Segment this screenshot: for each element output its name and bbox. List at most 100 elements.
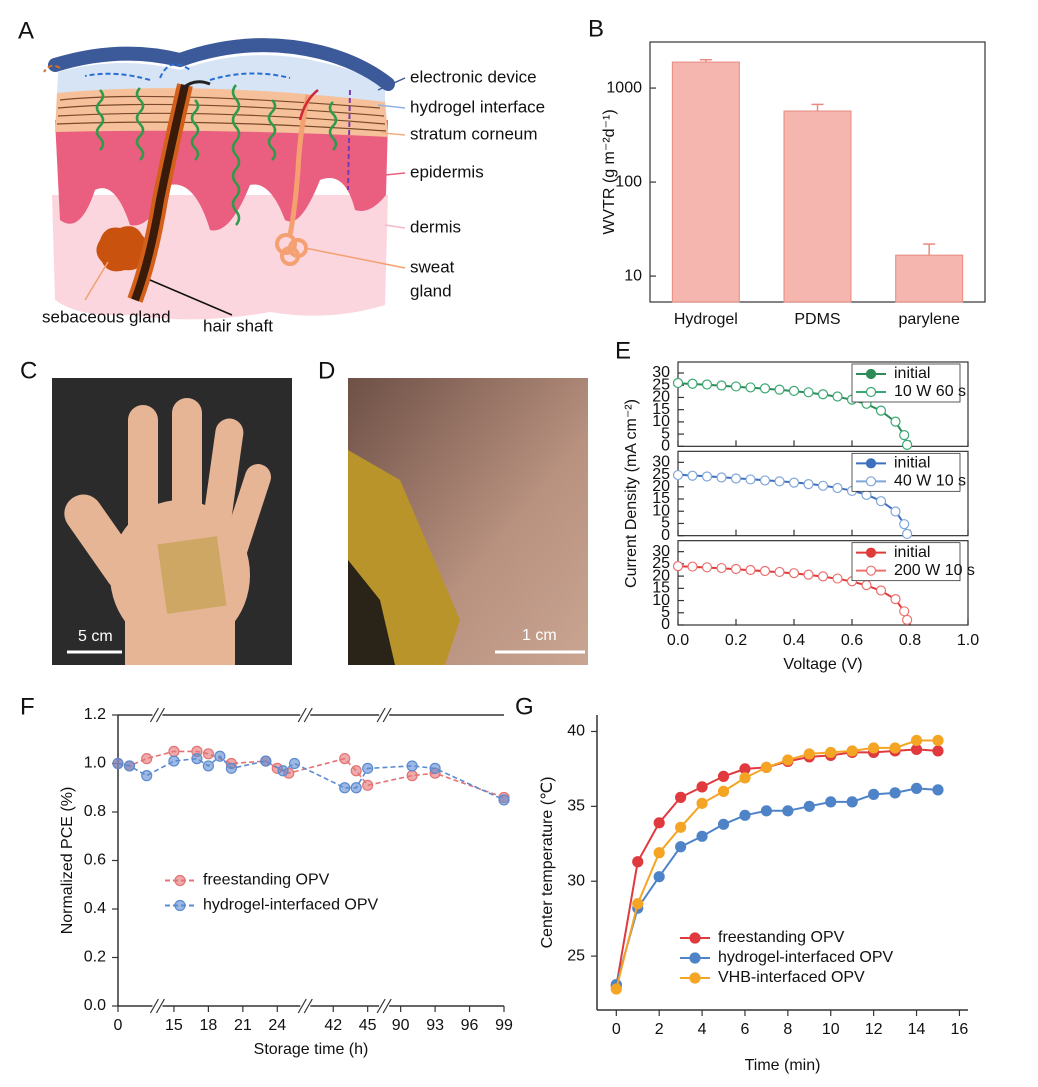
data-point	[901, 614, 913, 625]
y-tick-label: 0.6	[84, 852, 106, 869]
data-point	[846, 745, 858, 757]
diagram-label: hair shaft	[203, 316, 273, 335]
data-point	[868, 788, 880, 800]
x-tick-label: 0.2	[725, 632, 747, 649]
data-point	[875, 585, 887, 596]
data-point	[803, 478, 814, 490]
data-point	[760, 761, 773, 774]
data-point	[701, 471, 713, 482]
y-tick-label: 0.0	[84, 997, 106, 1014]
data-point	[899, 429, 910, 441]
data-point	[168, 755, 180, 767]
data-point	[701, 379, 713, 390]
diagram-label: sebaceous gland	[42, 307, 171, 326]
data-point	[362, 779, 374, 791]
x-tick-label: 2	[655, 1021, 664, 1038]
data-point	[861, 580, 872, 591]
data-point	[868, 742, 880, 754]
data-point	[350, 782, 362, 794]
data-point	[362, 762, 374, 774]
data-point	[817, 480, 829, 491]
axis-break	[303, 707, 313, 723]
diagram-label: epidermis	[410, 162, 484, 181]
data-point	[932, 745, 944, 757]
data-point	[687, 378, 698, 389]
axis-break	[303, 998, 313, 1014]
legend-label: initial	[894, 455, 930, 472]
bar	[783, 110, 852, 303]
x-tick-label: 0.0	[667, 632, 689, 649]
legend-marker	[689, 952, 701, 964]
data-point	[406, 760, 418, 772]
y-tick-label: 100	[615, 173, 642, 190]
legend-label: hydrogel-interfaced OPV	[718, 949, 894, 966]
data-point	[277, 765, 289, 777]
x-tick-label: 99	[495, 1017, 513, 1034]
data-point	[225, 762, 237, 774]
data-point	[788, 568, 800, 579]
data-point	[774, 384, 785, 395]
data-point	[788, 385, 800, 396]
axis-break	[297, 998, 307, 1014]
data-point	[782, 805, 794, 817]
data-point	[141, 770, 153, 782]
series-line	[615, 739, 938, 990]
data-point	[730, 563, 742, 575]
y-tick-label: 0	[661, 616, 670, 633]
y-axis-label: WVTR (g m⁻²d⁻¹)	[601, 109, 618, 234]
legend-label: 10 W 60 s	[894, 383, 966, 400]
y-tick-label: 0.4	[84, 900, 106, 917]
x-tick-label: 15	[165, 1017, 183, 1034]
data-point	[112, 757, 124, 770]
data-point	[730, 381, 742, 392]
x-tick-label: 16	[951, 1021, 969, 1038]
y-tick-label: 5	[661, 604, 670, 621]
legend-label: initial	[894, 544, 930, 561]
data-point	[825, 746, 837, 759]
legend-marker	[865, 547, 877, 558]
legend-label: hydrogel-interfaced OPV	[203, 897, 379, 914]
legend-label: VHB-interfaced OPV	[718, 969, 865, 986]
data-point	[899, 606, 910, 617]
x-tick-label: 0.4	[783, 632, 805, 649]
data-point	[288, 757, 301, 770]
y-tick-label: 1.2	[84, 706, 106, 723]
skin-diagram: A electronic device hydrogel interface s…	[18, 17, 545, 335]
y-tick-label: 25	[652, 376, 670, 393]
data-point	[632, 898, 644, 910]
data-point	[782, 754, 794, 766]
y-tick-label: 10	[652, 502, 670, 519]
x-tick-label: PDMS	[794, 311, 840, 328]
legend-marker	[174, 899, 186, 912]
data-point	[889, 742, 901, 754]
data-point	[214, 750, 226, 762]
data-point	[875, 405, 887, 416]
data-point	[774, 476, 785, 487]
panel-letter: B	[588, 15, 604, 42]
x-tick-label: 45	[359, 1017, 377, 1034]
hair-shaft	[131, 84, 189, 302]
x-tick-label: 10	[822, 1021, 840, 1038]
y-tick-label: 25	[652, 555, 670, 572]
x-tick-label: 21	[234, 1017, 252, 1034]
data-point	[716, 562, 727, 574]
y-tick-label: 5	[661, 425, 670, 442]
data-point	[910, 782, 923, 794]
data-point	[760, 805, 773, 817]
x-axis-label: Voltage (V)	[783, 656, 862, 673]
data-point	[875, 496, 887, 507]
data-point	[498, 794, 510, 806]
x-axis-label: Time (min)	[745, 1057, 821, 1074]
data-point	[672, 377, 684, 389]
device-layer	[48, 38, 395, 91]
legend-marker	[174, 874, 186, 887]
hair-tip	[182, 80, 211, 90]
x-tick-label: 24	[268, 1017, 286, 1034]
axis-break	[297, 707, 307, 723]
data-point	[739, 809, 751, 821]
data-point	[260, 755, 272, 767]
data-point	[717, 785, 730, 797]
hydrogel-layer	[57, 55, 385, 102]
data-point	[846, 796, 858, 808]
x-axis-label: Storage time (h)	[254, 1041, 369, 1058]
